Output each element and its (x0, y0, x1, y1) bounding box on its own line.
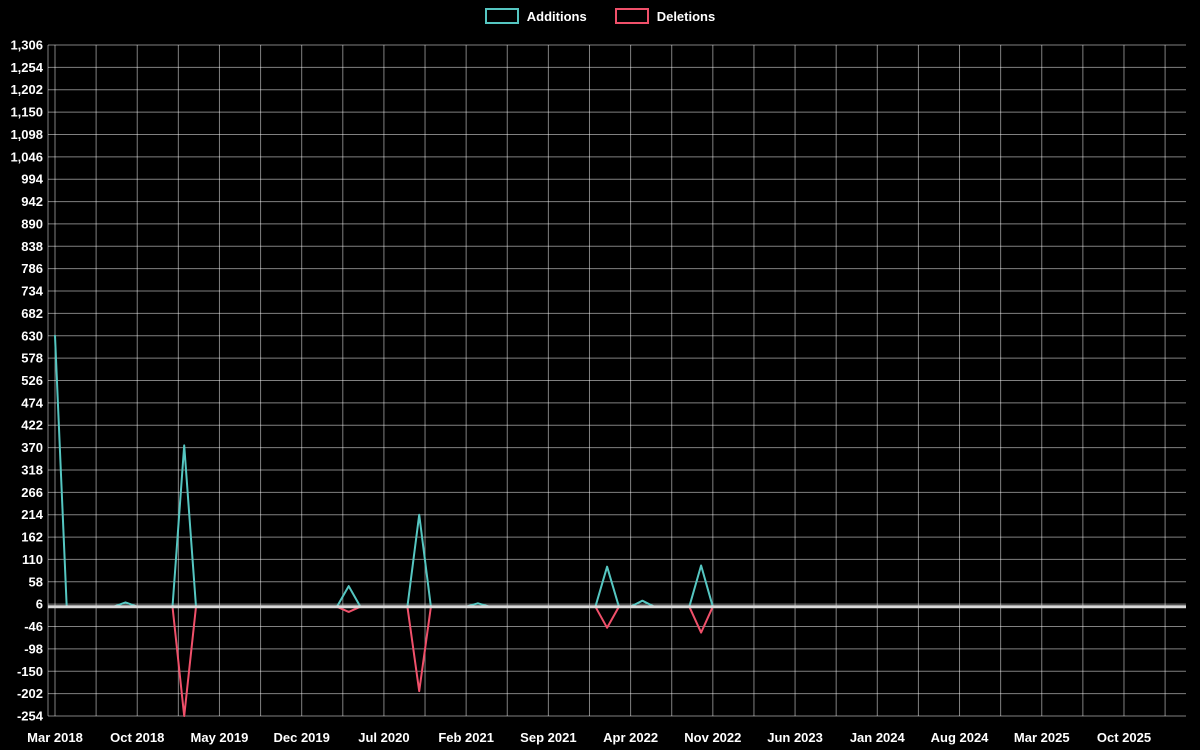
x-axis-tick-label: Sep 2021 (520, 730, 576, 745)
y-axis-tick-label: 1,306 (10, 38, 43, 53)
y-axis-tick-label: 526 (21, 373, 43, 388)
y-axis-tick-label: -98 (24, 641, 43, 656)
additions-legend-label: Additions (526, 8, 587, 24)
deletions-legend-swatch (614, 8, 649, 24)
x-axis-tick-label: Jun 2023 (767, 730, 823, 745)
x-axis-tick-label: Feb 2021 (438, 730, 494, 745)
x-axis-tick-label: Oct 2025 (1097, 730, 1151, 745)
y-axis-tick-label: 786 (21, 261, 43, 276)
series-line-additions (54, 334, 738, 608)
y-axis-tick-label: 734 (21, 284, 43, 299)
additions-legend-swatch (484, 8, 519, 24)
series-line-deletions (54, 605, 738, 717)
x-axis-tick-label: Aug 2024 (931, 730, 990, 745)
x-axis-tick-label: Jan 2024 (850, 730, 906, 745)
series-lines (48, 334, 1186, 717)
y-axis-tick-label: 162 (21, 530, 43, 545)
y-axis-tick-label: 1,046 (10, 149, 43, 164)
y-axis-tick-label: 682 (21, 306, 43, 321)
y-axis-tick-label: 994 (21, 172, 43, 187)
y-axis-tick-label: 214 (21, 507, 43, 522)
y-axis-tick-label: 890 (21, 216, 43, 231)
y-axis-tick-label: 6 (36, 597, 43, 612)
y-axis-tick-label: -254 (17, 709, 44, 724)
y-axis-tick-label: 1,150 (10, 105, 43, 120)
y-axis-tick-label: 1,098 (10, 127, 43, 142)
y-axis-tick-label: -46 (24, 619, 43, 634)
x-axis-tick-label: Mar 2018 (27, 730, 83, 745)
x-axis-tick-label: Nov 2022 (684, 730, 741, 745)
y-axis-tick-label: 474 (21, 395, 43, 410)
chart-legend: Additions Deletions (0, 8, 1200, 24)
y-axis-tick-label: 370 (21, 440, 43, 455)
legend-item-deletions[interactable]: Deletions (614, 8, 716, 24)
y-axis-tick-label: -150 (17, 664, 43, 679)
y-axis-tick-label: 838 (21, 239, 43, 254)
gridlines (47, 44, 1186, 717)
y-axis-tick-label: -202 (17, 686, 43, 701)
legend-item-additions[interactable]: Additions (484, 8, 587, 24)
y-axis-tick-label: 58 (29, 574, 43, 589)
y-axis-tick-label: 630 (21, 328, 43, 343)
y-axis-tick-label: 318 (21, 462, 43, 477)
x-axis-tick-label: Apr 2022 (603, 730, 658, 745)
x-axis-tick-label: Oct 2018 (110, 730, 164, 745)
y-axis-tick-label: 110 (22, 552, 43, 567)
x-axis-tick-label: Jul 2020 (358, 730, 409, 745)
y-axis-tick-label: 942 (21, 194, 43, 209)
axis-labels: 1,306 1,254 1,202 1,150 1,098 1,046 994 942 890 8… (10, 38, 1151, 746)
x-axis-tick-label: Dec 2019 (273, 730, 329, 745)
y-axis-tick-label: 578 (21, 351, 43, 366)
deletions-legend-label: Deletions (656, 8, 716, 24)
y-axis-tick-label: 1,202 (10, 82, 43, 97)
x-axis-tick-label: May 2019 (191, 730, 249, 745)
y-axis-tick-label: 1,254 (10, 60, 43, 75)
x-axis-tick-label: Mar 2025 (1014, 730, 1070, 745)
y-axis-tick-label: 422 (21, 418, 43, 433)
y-axis-tick-label: 266 (21, 485, 43, 500)
